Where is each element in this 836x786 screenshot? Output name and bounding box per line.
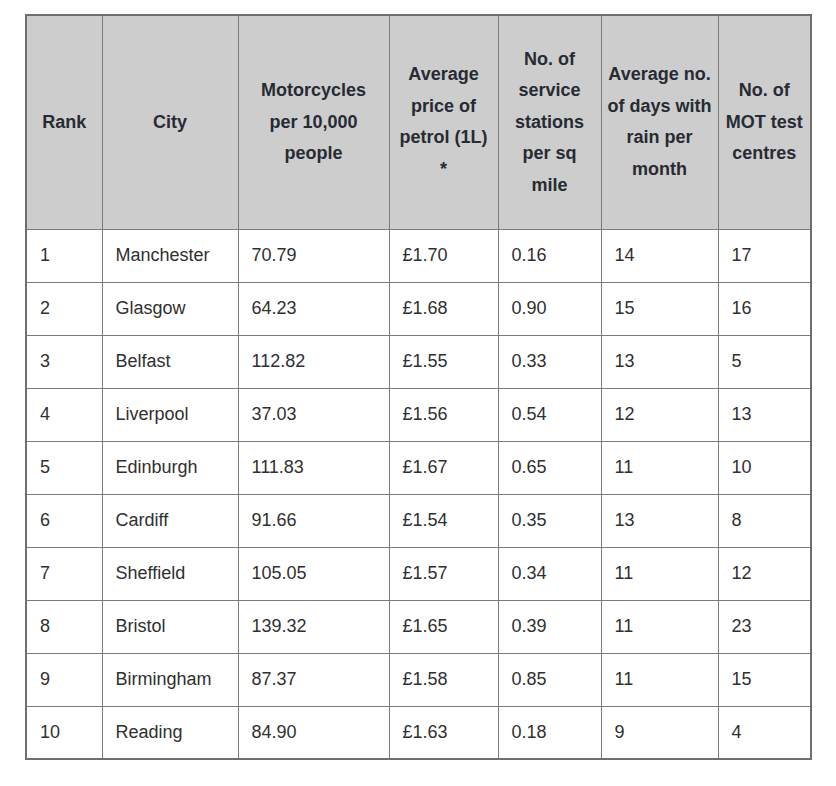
- table-cell: 13: [601, 494, 718, 547]
- table-cell: 0.85: [498, 653, 601, 706]
- table-cell: £1.68: [389, 282, 498, 335]
- table-cell: 14: [601, 229, 718, 282]
- table-cell: 112.82: [238, 335, 389, 388]
- table-cell: 91.66: [238, 494, 389, 547]
- table-cell: 84.90: [238, 706, 389, 759]
- table-cell: £1.65: [389, 600, 498, 653]
- table-cell: £1.57: [389, 547, 498, 600]
- table-cell: 9: [601, 706, 718, 759]
- table-cell: 0.54: [498, 388, 601, 441]
- table-cell: 0.90: [498, 282, 601, 335]
- table-header: RankCityMotorcycles per 10,000 peopleAve…: [26, 15, 811, 229]
- table-cell: 87.37: [238, 653, 389, 706]
- table-row: 7Sheffield105.05£1.570.341112: [26, 547, 811, 600]
- table-cell: 11: [601, 547, 718, 600]
- table-cell: 12: [601, 388, 718, 441]
- table-cell: Belfast: [102, 335, 238, 388]
- table-cell: 0.33: [498, 335, 601, 388]
- table-cell: Birmingham: [102, 653, 238, 706]
- table-cell: 0.65: [498, 441, 601, 494]
- column-header: No. of service stations per sq mile: [498, 15, 601, 229]
- table-cell: 70.79: [238, 229, 389, 282]
- table-cell: Reading: [102, 706, 238, 759]
- table-cell: £1.70: [389, 229, 498, 282]
- table-cell: 37.03: [238, 388, 389, 441]
- table-cell: Glasgow: [102, 282, 238, 335]
- table-row: 1Manchester70.79£1.700.161417: [26, 229, 811, 282]
- table-cell: £1.54: [389, 494, 498, 547]
- table-cell: £1.55: [389, 335, 498, 388]
- table-cell: Cardiff: [102, 494, 238, 547]
- table-cell: 8: [26, 600, 102, 653]
- table-cell: 10: [26, 706, 102, 759]
- table-row: 10Reading84.90£1.630.1894: [26, 706, 811, 759]
- table-row: 8Bristol139.32£1.650.391123: [26, 600, 811, 653]
- table-cell: 16: [718, 282, 811, 335]
- table-cell: 0.34: [498, 547, 601, 600]
- table-cell: 4: [26, 388, 102, 441]
- table-cell: 13: [718, 388, 811, 441]
- column-header: Motorcycles per 10,000 people: [238, 15, 389, 229]
- table-cell: 8: [718, 494, 811, 547]
- table-cell: 111.83: [238, 441, 389, 494]
- table-cell: Bristol: [102, 600, 238, 653]
- table-cell: 0.35: [498, 494, 601, 547]
- table-cell: 15: [601, 282, 718, 335]
- table-cell: 1: [26, 229, 102, 282]
- table-row: 5Edinburgh111.83£1.670.651110: [26, 441, 811, 494]
- table-cell: 11: [601, 441, 718, 494]
- table-cell: £1.58: [389, 653, 498, 706]
- column-header: Average price of petrol (1L) *: [389, 15, 498, 229]
- table-cell: 9: [26, 653, 102, 706]
- table-row: 3Belfast112.82£1.550.33135: [26, 335, 811, 388]
- table-body: 1Manchester70.79£1.700.1614172Glasgow64.…: [26, 229, 811, 759]
- table-row: 9Birmingham87.37£1.580.851115: [26, 653, 811, 706]
- table-cell: 23: [718, 600, 811, 653]
- table-cell: 64.23: [238, 282, 389, 335]
- table-cell: Sheffield: [102, 547, 238, 600]
- table-cell: 13: [601, 335, 718, 388]
- column-header: No. of MOT test centres: [718, 15, 811, 229]
- table-cell: 11: [601, 600, 718, 653]
- column-header: Rank: [26, 15, 102, 229]
- table-cell: 17: [718, 229, 811, 282]
- table-cell: £1.67: [389, 441, 498, 494]
- table-cell: 15: [718, 653, 811, 706]
- table-cell: Liverpool: [102, 388, 238, 441]
- table-row: 6Cardiff91.66£1.540.35138: [26, 494, 811, 547]
- table-cell: £1.63: [389, 706, 498, 759]
- city-motorcycle-stats-table: RankCityMotorcycles per 10,000 peopleAve…: [25, 14, 812, 760]
- table-cell: 4: [718, 706, 811, 759]
- table-header-row: RankCityMotorcycles per 10,000 peopleAve…: [26, 15, 811, 229]
- table-cell: 105.05: [238, 547, 389, 600]
- table-cell: 0.16: [498, 229, 601, 282]
- table-cell: 5: [26, 441, 102, 494]
- table-cell: 7: [26, 547, 102, 600]
- table-cell: 2: [26, 282, 102, 335]
- table-cell: £1.56: [389, 388, 498, 441]
- table-cell: 10: [718, 441, 811, 494]
- table-cell: 5: [718, 335, 811, 388]
- column-header: Average no. of days with rain per month: [601, 15, 718, 229]
- table-row: 2Glasgow64.23£1.680.901516: [26, 282, 811, 335]
- city-motorcycle-stats-table-container: RankCityMotorcycles per 10,000 peopleAve…: [25, 14, 812, 760]
- table-cell: Edinburgh: [102, 441, 238, 494]
- column-header: City: [102, 15, 238, 229]
- table-cell: 6: [26, 494, 102, 547]
- table-cell: 139.32: [238, 600, 389, 653]
- table-cell: 0.39: [498, 600, 601, 653]
- table-cell: Manchester: [102, 229, 238, 282]
- table-cell: 11: [601, 653, 718, 706]
- table-cell: 12: [718, 547, 811, 600]
- table-row: 4Liverpool37.03£1.560.541213: [26, 388, 811, 441]
- table-cell: 0.18: [498, 706, 601, 759]
- table-cell: 3: [26, 335, 102, 388]
